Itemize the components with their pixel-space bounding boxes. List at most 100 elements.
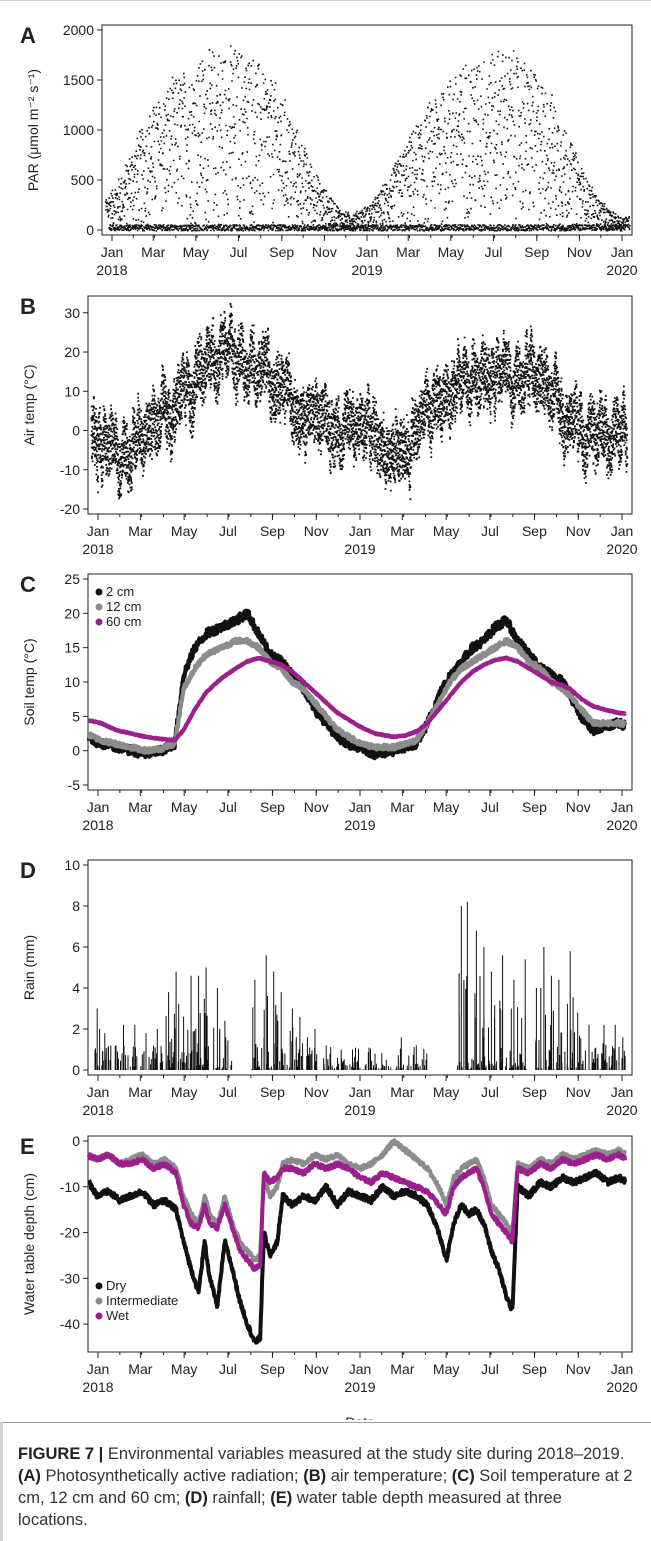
- x-tick-label: Jul: [219, 523, 237, 539]
- x-tick-label: Mar: [128, 523, 152, 539]
- x-tick-label: Nov: [566, 1361, 591, 1377]
- x-year-label: 2019: [344, 817, 375, 833]
- y-tick-label: -40: [60, 1316, 80, 1332]
- caption-tag-d: (D): [184, 1489, 208, 1507]
- y-axis-label: Water table depth (cm): [21, 1173, 37, 1315]
- data-points: [108, 224, 627, 232]
- x-tick-label: Nov: [566, 523, 591, 539]
- legend-marker: [95, 588, 103, 596]
- y-tick-label: 2: [72, 1021, 80, 1037]
- x-tick-label: Nov: [566, 1084, 591, 1100]
- caption-text-d: rainfall;: [212, 1489, 266, 1507]
- x-tick-label: Jul: [219, 1084, 237, 1100]
- x-tick-label: Mar: [390, 1084, 414, 1100]
- x-tick-label: Jul: [481, 799, 499, 815]
- legend-label: Wet: [106, 1308, 129, 1323]
- y-tick-label: 1000: [63, 122, 94, 138]
- x-tick-label: Jan: [349, 1084, 372, 1100]
- x-year-label: 2019: [344, 541, 375, 557]
- chart-panel-d: D 0 2 4 6 8 10 Rain (mm) Jan Mar May Jul Sep Nov Jan Ma…: [20, 857, 638, 1118]
- x-tick-label: Nov: [304, 799, 329, 815]
- x-tick-label: Mar: [141, 244, 165, 260]
- x-year-label: 2019: [344, 1379, 375, 1395]
- x-year-label: 2020: [606, 1379, 637, 1395]
- x-year-label: 2020: [606, 262, 637, 278]
- caption-tag-a: (A): [18, 1467, 41, 1485]
- x-tick-label: Jan: [611, 799, 634, 815]
- y-tick-label: -30: [60, 1270, 80, 1286]
- chart-panel-b: B -20 -10 0 10 20 30 Air temp (°C) Jan Mar May Jul S…: [20, 294, 638, 557]
- legend-label: 12 cm: [106, 599, 141, 614]
- legend-label: Intermediate: [106, 1293, 178, 1308]
- y-tick-label: 0: [72, 1133, 80, 1149]
- x-tick-label: Sep: [269, 244, 294, 260]
- x-tick-label: May: [171, 523, 197, 539]
- series-line-dry: [87, 1168, 627, 1345]
- x-tick-label: May: [183, 244, 209, 260]
- panel-letter: D: [20, 858, 36, 883]
- legend-marker: [95, 1282, 103, 1290]
- x-tick-label: May: [433, 799, 459, 815]
- x-tick-label: Jul: [219, 1361, 237, 1377]
- x-tick-label: Jan: [611, 244, 634, 260]
- x-year-label: 2020: [606, 1102, 637, 1118]
- x-year-label: 2018: [96, 262, 127, 278]
- series-line-60-cm: [87, 655, 627, 743]
- caption-text-e: water table depth measured at three loca…: [18, 1489, 562, 1529]
- x-tick-label: Mar: [390, 799, 414, 815]
- panel-letter: C: [20, 572, 36, 597]
- x-year-label: 2018: [82, 541, 113, 557]
- x-tick-label: Sep: [260, 1084, 285, 1100]
- x-tick-label: Jul: [484, 244, 502, 260]
- y-tick-label: -20: [60, 501, 80, 517]
- x-tick-label: Jul: [481, 1361, 499, 1377]
- x-tick-label: Nov: [567, 244, 592, 260]
- y-tick-label: 1500: [63, 72, 94, 88]
- caption-intro: Environmental variables measured at the …: [107, 1445, 625, 1463]
- caption-rule: [0, 1422, 651, 1423]
- x-tick-label: Mar: [390, 523, 414, 539]
- series-line-12-cm: [86, 636, 627, 755]
- series-line-wet: [87, 1150, 627, 1272]
- panel-letter: E: [20, 1134, 35, 1159]
- x-tick-label: Jan: [356, 244, 379, 260]
- y-tick-label: -10: [60, 462, 80, 478]
- x-tick-label: Jan: [611, 1084, 634, 1100]
- y-tick-label: 5: [72, 708, 80, 724]
- legend-marker: [95, 603, 103, 611]
- x-year-label: 2018: [82, 1379, 113, 1395]
- caption-label: FIGURE 7 |: [18, 1445, 104, 1463]
- y-tick-label: 10: [64, 383, 80, 399]
- x-tick-label: Mar: [128, 1084, 152, 1100]
- chart-panel-c: C -5 0 5 10 15 20 25 Soil temp (°C) Jan Mar May Jul S…: [20, 571, 638, 833]
- x-tick-label: Jan: [87, 1084, 110, 1100]
- x-tick-label: Jul: [219, 799, 237, 815]
- x-axis-label: Date: [345, 1414, 375, 1420]
- x-year-label: 2020: [606, 541, 637, 557]
- y-tick-label: 10: [64, 857, 80, 873]
- y-tick-label: 0: [86, 222, 94, 238]
- top-border: [0, 0, 651, 1]
- x-tick-label: Sep: [522, 1361, 547, 1377]
- y-axis-label: Rain (mm): [21, 935, 37, 1000]
- caption-tag-c: (C): [451, 1467, 475, 1485]
- x-tick-label: Jan: [349, 1361, 372, 1377]
- x-tick-label: May: [438, 244, 464, 260]
- x-tick-label: Sep: [524, 244, 549, 260]
- legend-label: 60 cm: [106, 614, 141, 629]
- x-tick-label: Nov: [304, 1361, 329, 1377]
- y-tick-label: 2000: [63, 22, 94, 38]
- x-year-label: 2020: [606, 817, 637, 833]
- caption-text-a: Photosynthetically active radiation;: [45, 1467, 299, 1485]
- y-tick-label: 30: [64, 305, 80, 321]
- x-tick-label: Sep: [260, 799, 285, 815]
- legend-label: 2 cm: [106, 584, 134, 599]
- x-tick-label: Mar: [396, 244, 420, 260]
- plot-frame: [101, 24, 633, 236]
- y-tick-label: -10: [60, 1179, 80, 1195]
- x-tick-label: Mar: [390, 1361, 414, 1377]
- y-tick-label: -5: [68, 777, 81, 793]
- x-tick-label: Nov: [304, 523, 329, 539]
- y-tick-label: 0: [72, 423, 80, 439]
